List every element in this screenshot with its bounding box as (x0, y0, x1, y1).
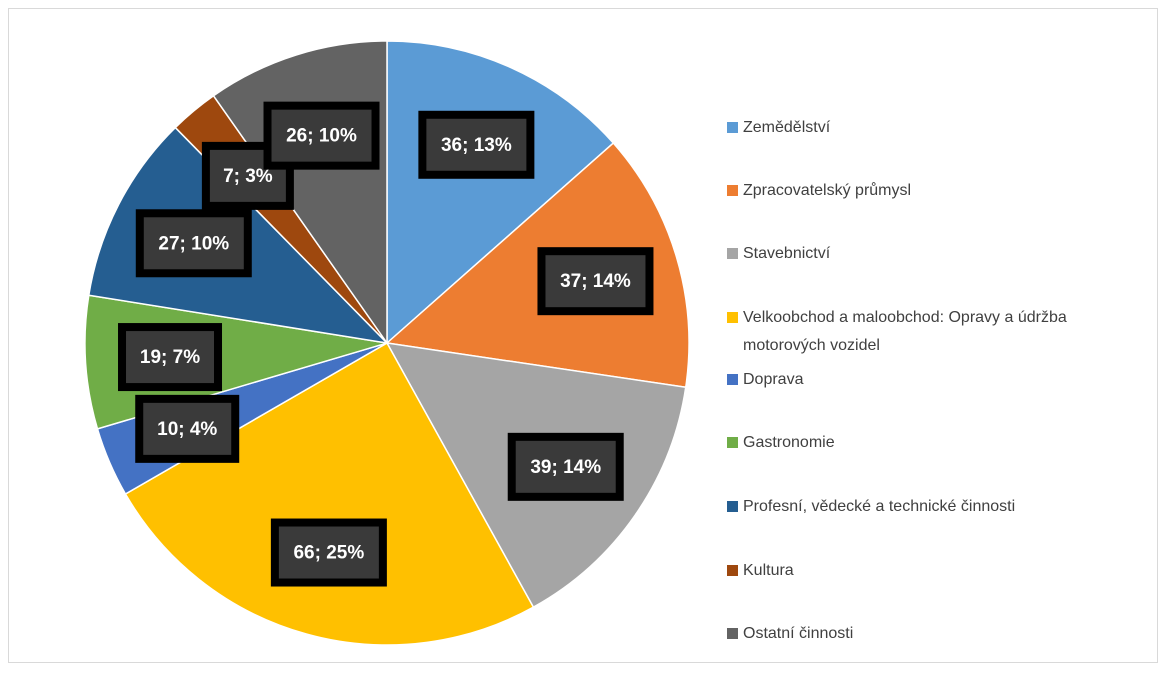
legend-swatch (727, 312, 738, 323)
data-label: 26; 10% (286, 126, 357, 147)
legend-swatch (727, 628, 738, 639)
data-label: 36; 13% (441, 135, 512, 156)
data-label: 39; 14% (530, 457, 601, 478)
legend-item: Doprava (727, 366, 1073, 394)
data-label: 7; 3% (223, 166, 273, 187)
legend-swatch (727, 185, 738, 196)
legend-label: Doprava (743, 371, 804, 388)
data-label-box (270, 518, 387, 587)
data-label-box (537, 247, 654, 316)
legend-swatch (727, 565, 738, 576)
legend-label: Kultura (743, 562, 794, 579)
legend-swatch (727, 374, 738, 385)
legend-item: Zpracovatelský průmysl (727, 177, 1073, 205)
legend-label: Gastronomie (743, 434, 835, 451)
legend-swatch (727, 437, 738, 448)
data-label-box (135, 394, 240, 463)
data-label: 27; 10% (158, 233, 229, 254)
data-label-box (135, 209, 252, 278)
legend-swatch (727, 122, 738, 133)
pie-slice (124, 341, 535, 646)
legend-item: Ostatní činnosti (727, 620, 1073, 648)
legend-label: Ostatní činnosti (743, 625, 854, 642)
legend-label: Zpracovatelský průmysl (743, 182, 912, 199)
data-label: 19; 7% (140, 347, 200, 368)
legend-label: Zemědělství (743, 119, 831, 136)
legend-swatch (727, 248, 738, 259)
data-label: 37; 14% (560, 271, 631, 292)
legend-item: Profesní, vědecké a technické činnosti (727, 493, 1073, 521)
data-label-box (263, 101, 380, 170)
legend-item: Stavebnictví (727, 240, 1073, 268)
legend-label: Velkoobchod a maloobchod: Opravy a údržb… (743, 309, 1067, 354)
data-label: 66; 25% (293, 543, 364, 564)
legend-item: Velkoobchod a maloobchod: Opravy a údržb… (727, 304, 1073, 360)
legend-item: Gastronomie (727, 429, 1073, 457)
chart-frame (8, 8, 1158, 663)
legend-label: Profesní, vědecké a technické činnosti (743, 498, 1016, 515)
data-label-box (118, 323, 223, 392)
legend-item: Kultura (727, 557, 1073, 585)
data-label-box (418, 110, 535, 179)
legend-swatch (727, 501, 738, 512)
data-label-box (507, 432, 624, 501)
data-label: 10; 4% (157, 419, 217, 440)
legend-label: Stavebnictví (743, 245, 831, 262)
legend-item: Zemědělství (727, 114, 1073, 142)
